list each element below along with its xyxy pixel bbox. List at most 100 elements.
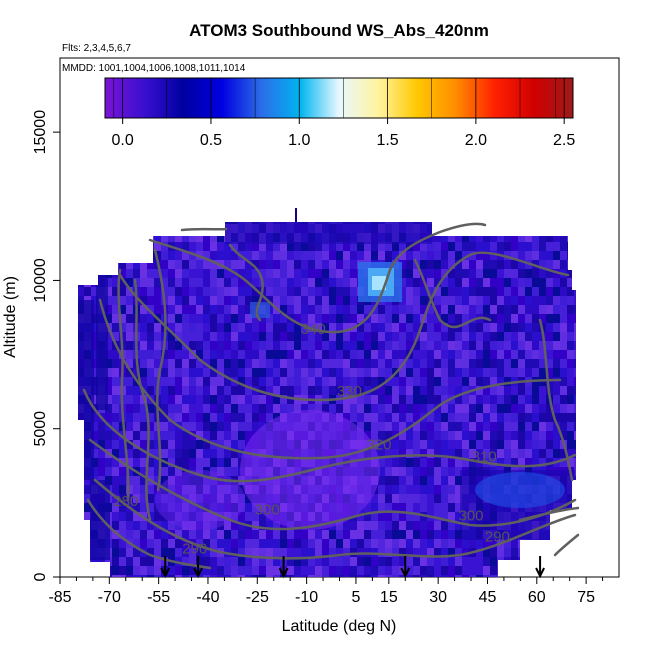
heatmap-cell [350,413,358,423]
heatmap-cell [385,314,393,324]
heatmap-cell [581,530,589,540]
heatmap-cell [406,557,414,567]
heatmap-cell [504,233,512,243]
heatmap-cell [448,332,456,342]
heatmap-cell [78,449,85,459]
heatmap-cell [112,422,120,432]
heatmap-cell [497,224,505,234]
heatmap-cell [78,440,85,450]
heatmap-cell [70,458,78,468]
heatmap-cell [455,278,463,288]
heatmap-cell [511,251,519,261]
x-tick-label: -25 [246,589,269,606]
heatmap-cell [392,386,400,396]
heatmap-cell [294,530,302,540]
heatmap-cell [413,449,421,459]
heatmap-cell [427,440,435,450]
heatmap-cell [133,260,141,270]
heatmap-cell [567,260,575,270]
heatmap-cell [329,557,337,567]
heatmap-cell [385,242,393,252]
heatmap-cell [413,350,421,360]
heatmap-cell [259,242,267,252]
heatmap-cell [126,242,134,252]
heatmap-cell [574,350,576,360]
heatmap-cell [238,377,246,387]
heatmap-cell [392,314,400,324]
heatmap-cell [413,566,421,576]
heatmap-cell [119,557,127,567]
heatmap-cell [119,332,127,342]
heatmap-cell [336,350,344,360]
heatmap-cell [259,323,267,333]
contour-label: 310 [472,448,497,465]
heatmap-cell [273,341,281,351]
heatmap-cell [70,539,78,549]
heatmap-cell [189,557,197,567]
heatmap-cell [518,539,526,549]
heatmap-cell [455,395,463,405]
heatmap-cell [294,260,302,270]
heatmap-cell [441,242,449,252]
heatmap-cell [546,269,554,279]
heatmap-cell [238,512,246,522]
heatmap-cell [238,422,246,432]
heatmap-cell [133,242,141,252]
heatmap-cell [154,233,162,243]
heatmap-cell [469,296,477,306]
heatmap-cell [182,368,190,378]
heatmap-cell [546,566,554,576]
heatmap-cell [273,404,281,414]
heatmap-cell [525,278,533,288]
heatmap-cell [392,323,400,333]
heatmap-cell [91,222,99,225]
heatmap-cell [490,449,498,459]
heatmap-cell [574,359,576,369]
heatmap-cell [413,440,421,450]
heatmap-cell [399,431,407,441]
heatmap-cell [392,251,400,261]
heatmap-cell [469,413,477,423]
heatmap-cell [504,368,512,378]
heatmap-cell [231,314,239,324]
heatmap-cell [364,404,372,414]
heatmap-cell [406,467,414,477]
heatmap-cell [343,521,351,531]
heatmap-cell [91,467,99,477]
heatmap-cell [511,557,519,567]
x-tick-label: 15 [380,589,398,606]
x-tick-label: -55 [147,589,170,606]
heatmap-cell [266,323,274,333]
heatmap-cell [336,242,344,252]
heatmap-cell [112,467,120,477]
heatmap-cell [231,404,239,414]
heatmap-cell [245,269,253,279]
heatmap-cell [78,251,85,261]
heatmap-cell [91,566,99,576]
heatmap-cell [70,521,78,531]
heatmap-cell [392,377,400,387]
heatmap-cell [574,539,576,549]
heatmap-cell [546,413,554,423]
heatmap-cell [385,521,393,531]
heatmap-cell [413,485,421,495]
heatmap-cell [406,449,414,459]
heatmap-cell [98,467,106,477]
heatmap-cell [133,476,141,486]
heatmap-cell [420,305,428,315]
heatmap-cell [392,548,400,558]
heatmap-cell [217,233,225,243]
heatmap-cell [553,377,561,387]
heatmap-cell [126,566,134,576]
heatmap-cell [553,251,561,261]
heatmap-cell [329,287,337,297]
heatmap-cell [182,449,190,459]
heatmap-cell [266,539,274,549]
heatmap-cell [126,350,134,360]
heatmap-cell [308,566,316,576]
heatmap-cell [273,566,281,576]
heatmap-cell [161,368,169,378]
heatmap-cell [420,332,428,342]
heatmap-cell [217,521,225,531]
heatmap-cell [147,557,155,567]
